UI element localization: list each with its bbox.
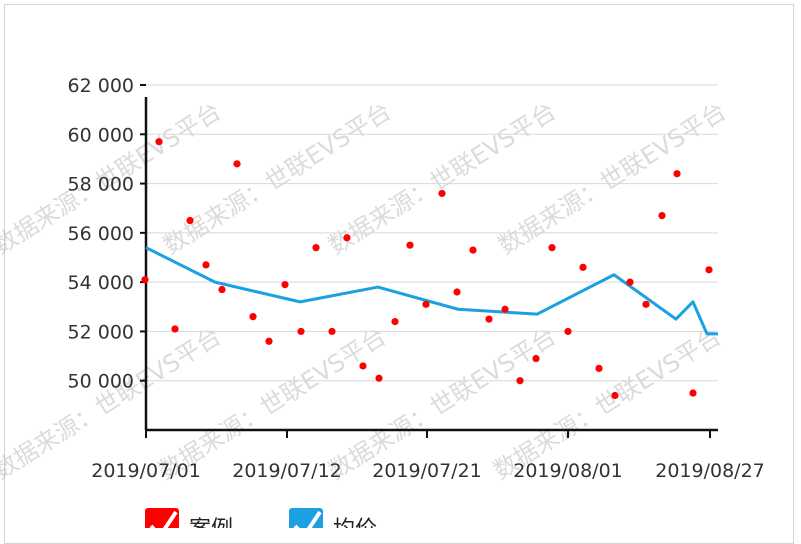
series-line-layer (145, 246, 718, 336)
checkmark-icon (293, 510, 322, 528)
x-tick-label: 2019/07/21 (372, 460, 482, 482)
scatter-point (359, 362, 367, 370)
y-axis-ticks: 62 000 60 000 58 000 56 000 54 000 52 000 50 0… (68, 75, 146, 393)
scatter-point (548, 244, 556, 252)
scatter-point (658, 212, 666, 220)
x-axis-ticks: 2019/07/01 2019/07/12 2019/07/21 2019/08/01… (91, 430, 765, 482)
x-tick-label: 2019/08/27 (655, 460, 765, 482)
scatter-point (501, 305, 509, 313)
scatter-point (453, 288, 461, 296)
x-tick-label: 2019/07/01 (91, 460, 201, 482)
y-tick-label: 62 000 (68, 75, 134, 97)
legend[interactable]: 案例 均价 (145, 508, 377, 528)
x-tick-label: 2019/07/12 (232, 460, 342, 482)
scatter-point (579, 263, 587, 271)
legend-label: 均价 (333, 517, 377, 528)
checkmark-icon (149, 510, 178, 528)
scatter-point (422, 300, 430, 308)
legend-label: 案例 (189, 517, 233, 528)
scatter-point (249, 313, 257, 321)
y-tick-label: 56 000 (68, 223, 134, 245)
grid-lines (146, 84, 718, 382)
scatter-point (141, 276, 149, 284)
series-points-layer (141, 138, 713, 400)
scatter-point (391, 317, 399, 326)
scatter-point (281, 281, 289, 289)
scatter-point (186, 216, 194, 225)
y-tick-label: 50 000 (68, 371, 134, 393)
y-tick-label: 54 000 (68, 272, 134, 294)
scatter-point (265, 337, 273, 345)
x-tick-label: 2019/08/01 (513, 460, 623, 482)
scatter-point (328, 327, 336, 336)
scatter-point (438, 189, 446, 198)
scatter-point (155, 138, 163, 146)
scatter-point (532, 354, 540, 363)
scatter-point (516, 377, 524, 385)
scatter-point (375, 374, 383, 382)
scatter-point (297, 327, 305, 336)
y-tick-label: 60 000 (68, 124, 134, 146)
scatter-point (233, 160, 241, 168)
legend-item-cases[interactable]: 案例 (145, 508, 233, 528)
chart: 数据来源：世联EVS平台数据来源：世联EVS平台数据来源：世联EVS平台数据来源… (0, 75, 765, 528)
series-line-avg-price (145, 246, 718, 336)
scatter-point (469, 246, 477, 254)
scatter-point (642, 300, 650, 308)
scatter-point (202, 261, 210, 269)
scatter-point (673, 170, 681, 178)
scatter-point (171, 325, 179, 333)
scatter-point (626, 278, 634, 286)
axes (144, 97, 718, 432)
scatter-point (406, 241, 414, 249)
scatter-point (343, 234, 351, 242)
scatter-point (485, 315, 493, 323)
scatter-point (689, 389, 697, 397)
scatter-point (312, 244, 320, 252)
scatter-point (595, 364, 603, 372)
scatter-point (564, 327, 572, 336)
scatter-point (705, 266, 713, 274)
legend-item-avg-price[interactable]: 均价 (289, 508, 377, 528)
scatter-point (218, 285, 226, 294)
scatter-point (611, 391, 619, 400)
y-tick-label: 58 000 (68, 174, 134, 196)
y-tick-label: 52 000 (68, 321, 134, 343)
